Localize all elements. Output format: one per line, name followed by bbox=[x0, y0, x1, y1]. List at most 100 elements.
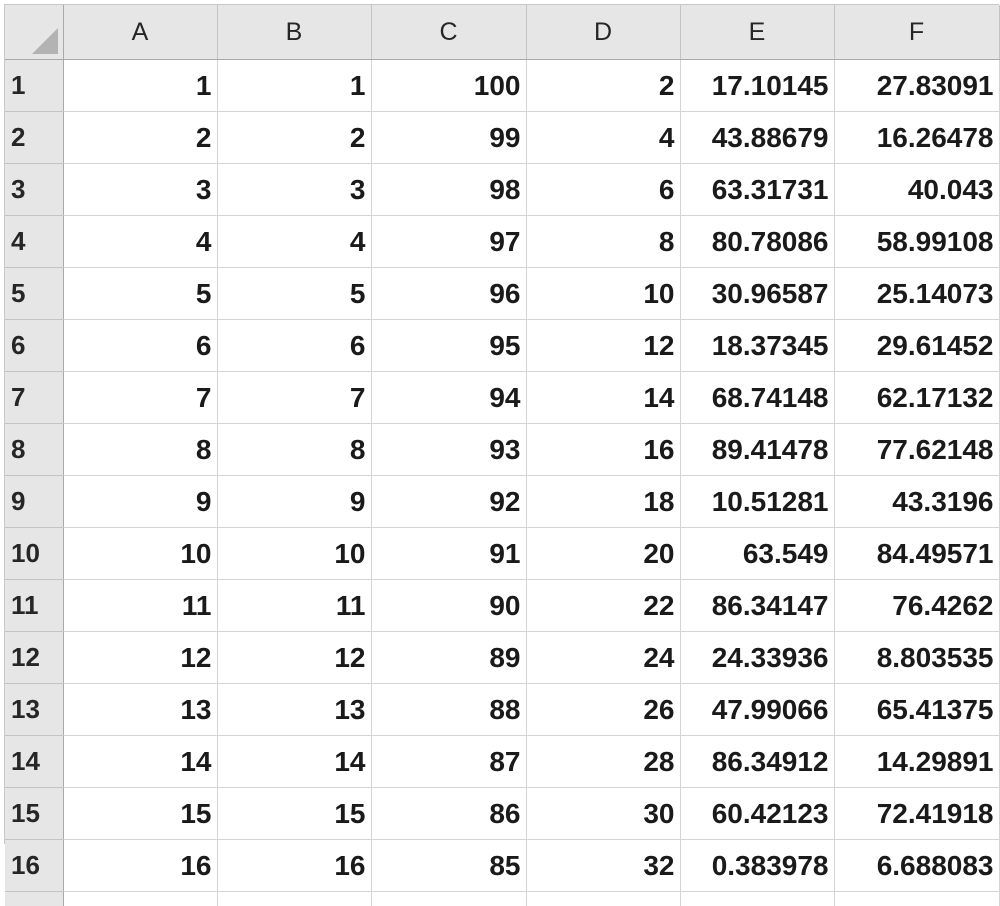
column-header-d[interactable]: D bbox=[526, 5, 680, 60]
cell-a10[interactable]: 10 bbox=[63, 528, 217, 580]
row-header[interactable]: 10 bbox=[5, 528, 63, 580]
cell-f2[interactable]: 16.26478 bbox=[834, 112, 999, 164]
row-header[interactable]: 13 bbox=[5, 684, 63, 736]
cell-c12[interactable]: 89 bbox=[371, 632, 526, 684]
cell-d3[interactable]: 6 bbox=[526, 164, 680, 216]
cell-d16[interactable]: 32 bbox=[526, 840, 680, 892]
cell-d13[interactable]: 26 bbox=[526, 684, 680, 736]
cell-a12[interactable]: 12 bbox=[63, 632, 217, 684]
cell-c9[interactable]: 92 bbox=[371, 476, 526, 528]
cell-e16[interactable]: 0.383978 bbox=[680, 840, 834, 892]
cell-f6[interactable]: 29.61452 bbox=[834, 320, 999, 372]
row-header[interactable]: 5 bbox=[5, 268, 63, 320]
cell-c4[interactable]: 97 bbox=[371, 216, 526, 268]
cell-d6[interactable]: 12 bbox=[526, 320, 680, 372]
cell-e6[interactable]: 18.37345 bbox=[680, 320, 834, 372]
cell-b16[interactable]: 16 bbox=[217, 840, 371, 892]
column-header-c[interactable]: C bbox=[371, 5, 526, 60]
cell-a1[interactable]: 1 bbox=[63, 60, 217, 112]
cell-e3[interactable]: 63.31731 bbox=[680, 164, 834, 216]
cell-e5[interactable]: 30.96587 bbox=[680, 268, 834, 320]
cell-a8[interactable]: 8 bbox=[63, 424, 217, 476]
select-all-button[interactable] bbox=[5, 5, 63, 60]
cell-f14[interactable]: 14.29891 bbox=[834, 736, 999, 788]
cell-b2[interactable]: 2 bbox=[217, 112, 371, 164]
cell-e11[interactable]: 86.34147 bbox=[680, 580, 834, 632]
cell-f8[interactable]: 77.62148 bbox=[834, 424, 999, 476]
cell-f16[interactable]: 6.688083 bbox=[834, 840, 999, 892]
cell-e7[interactable]: 68.74148 bbox=[680, 372, 834, 424]
cell-a4[interactable]: 4 bbox=[63, 216, 217, 268]
cell-a7[interactable]: 7 bbox=[63, 372, 217, 424]
cell-f13[interactable]: 65.41375 bbox=[834, 684, 999, 736]
empty-cell[interactable] bbox=[63, 892, 217, 906]
row-header[interactable]: 1 bbox=[5, 60, 63, 112]
cell-c1[interactable]: 100 bbox=[371, 60, 526, 112]
cell-e12[interactable]: 24.33936 bbox=[680, 632, 834, 684]
cell-f7[interactable]: 62.17132 bbox=[834, 372, 999, 424]
row-header[interactable]: 4 bbox=[5, 216, 63, 268]
cell-d2[interactable]: 4 bbox=[526, 112, 680, 164]
cell-b11[interactable]: 11 bbox=[217, 580, 371, 632]
column-header-f[interactable]: F bbox=[834, 5, 999, 60]
cell-f12[interactable]: 8.803535 bbox=[834, 632, 999, 684]
row-header[interactable]: 6 bbox=[5, 320, 63, 372]
cell-d7[interactable]: 14 bbox=[526, 372, 680, 424]
cell-b10[interactable]: 10 bbox=[217, 528, 371, 580]
cell-b3[interactable]: 3 bbox=[217, 164, 371, 216]
row-header[interactable]: 14 bbox=[5, 736, 63, 788]
cell-a9[interactable]: 9 bbox=[63, 476, 217, 528]
cell-d14[interactable]: 28 bbox=[526, 736, 680, 788]
cell-f4[interactable]: 58.99108 bbox=[834, 216, 999, 268]
cell-d12[interactable]: 24 bbox=[526, 632, 680, 684]
cell-e15[interactable]: 60.42123 bbox=[680, 788, 834, 840]
cell-b14[interactable]: 14 bbox=[217, 736, 371, 788]
cell-b4[interactable]: 4 bbox=[217, 216, 371, 268]
cell-a2[interactable]: 2 bbox=[63, 112, 217, 164]
cell-a16[interactable]: 16 bbox=[63, 840, 217, 892]
cell-b6[interactable]: 6 bbox=[217, 320, 371, 372]
cell-a13[interactable]: 13 bbox=[63, 684, 217, 736]
column-header-e[interactable]: E bbox=[680, 5, 834, 60]
row-header[interactable]: 9 bbox=[5, 476, 63, 528]
cell-e10[interactable]: 63.549 bbox=[680, 528, 834, 580]
cell-c8[interactable]: 93 bbox=[371, 424, 526, 476]
row-header[interactable]: 8 bbox=[5, 424, 63, 476]
cell-a6[interactable]: 6 bbox=[63, 320, 217, 372]
cell-c5[interactable]: 96 bbox=[371, 268, 526, 320]
cell-c2[interactable]: 99 bbox=[371, 112, 526, 164]
column-header-a[interactable]: A bbox=[63, 5, 217, 60]
cell-a15[interactable]: 15 bbox=[63, 788, 217, 840]
cell-c15[interactable]: 86 bbox=[371, 788, 526, 840]
cell-d4[interactable]: 8 bbox=[526, 216, 680, 268]
row-header[interactable]: 3 bbox=[5, 164, 63, 216]
row-header[interactable] bbox=[5, 892, 63, 906]
row-header[interactable]: 2 bbox=[5, 112, 63, 164]
cell-b12[interactable]: 12 bbox=[217, 632, 371, 684]
row-header[interactable]: 11 bbox=[5, 580, 63, 632]
cell-a5[interactable]: 5 bbox=[63, 268, 217, 320]
cell-e13[interactable]: 47.99066 bbox=[680, 684, 834, 736]
empty-cell[interactable] bbox=[371, 892, 526, 906]
column-header-b[interactable]: B bbox=[217, 5, 371, 60]
cell-e14[interactable]: 86.34912 bbox=[680, 736, 834, 788]
cell-f3[interactable]: 40.043 bbox=[834, 164, 999, 216]
cell-c11[interactable]: 90 bbox=[371, 580, 526, 632]
cell-f11[interactable]: 76.4262 bbox=[834, 580, 999, 632]
cell-f15[interactable]: 72.41918 bbox=[834, 788, 999, 840]
empty-cell[interactable] bbox=[526, 892, 680, 906]
row-header[interactable]: 15 bbox=[5, 788, 63, 840]
cell-d5[interactable]: 10 bbox=[526, 268, 680, 320]
empty-cell[interactable] bbox=[834, 892, 999, 906]
cell-b8[interactable]: 8 bbox=[217, 424, 371, 476]
cell-d8[interactable]: 16 bbox=[526, 424, 680, 476]
cell-e2[interactable]: 43.88679 bbox=[680, 112, 834, 164]
cell-b9[interactable]: 9 bbox=[217, 476, 371, 528]
cell-b13[interactable]: 13 bbox=[217, 684, 371, 736]
cell-a14[interactable]: 14 bbox=[63, 736, 217, 788]
cell-d10[interactable]: 20 bbox=[526, 528, 680, 580]
cell-f9[interactable]: 43.3196 bbox=[834, 476, 999, 528]
cell-c13[interactable]: 88 bbox=[371, 684, 526, 736]
cell-f10[interactable]: 84.49571 bbox=[834, 528, 999, 580]
cell-c6[interactable]: 95 bbox=[371, 320, 526, 372]
